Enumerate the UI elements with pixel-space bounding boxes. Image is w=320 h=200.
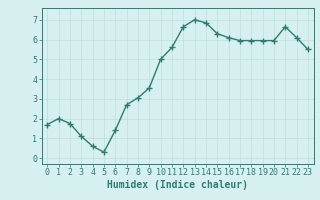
- X-axis label: Humidex (Indice chaleur): Humidex (Indice chaleur): [107, 180, 248, 190]
